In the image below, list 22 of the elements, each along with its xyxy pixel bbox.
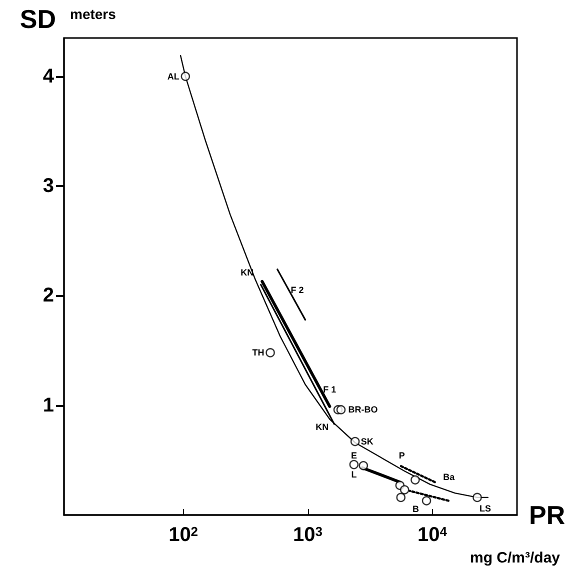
y-axis-title: SD: [20, 4, 56, 34]
y-tick-label: 1: [42, 394, 54, 416]
annotation: KN: [240, 267, 254, 278]
annotation: AL: [167, 71, 180, 82]
text: mg C/m³/day: [470, 550, 561, 566]
y-tick-label: 2: [42, 284, 54, 307]
annotation: LS: [479, 503, 491, 514]
annotation: L: [351, 470, 358, 480]
annotation: F 1: [323, 384, 336, 394]
y-tick-label: 4: [42, 65, 55, 88]
annotation: Ba: [443, 472, 456, 482]
x-axis-title: PR: [529, 500, 566, 530]
annotation: BR-BO: [348, 404, 378, 415]
annotation: KN: [316, 422, 329, 432]
annotation: TH: [252, 348, 264, 358]
annotation: F 2: [290, 284, 304, 295]
y-tick-label: 3: [42, 175, 54, 198]
annotation: P: [398, 450, 405, 461]
annotation: B: [412, 504, 420, 514]
annotation: SK: [360, 436, 374, 447]
text: meters: [70, 6, 116, 22]
annotation: E: [350, 450, 357, 461]
